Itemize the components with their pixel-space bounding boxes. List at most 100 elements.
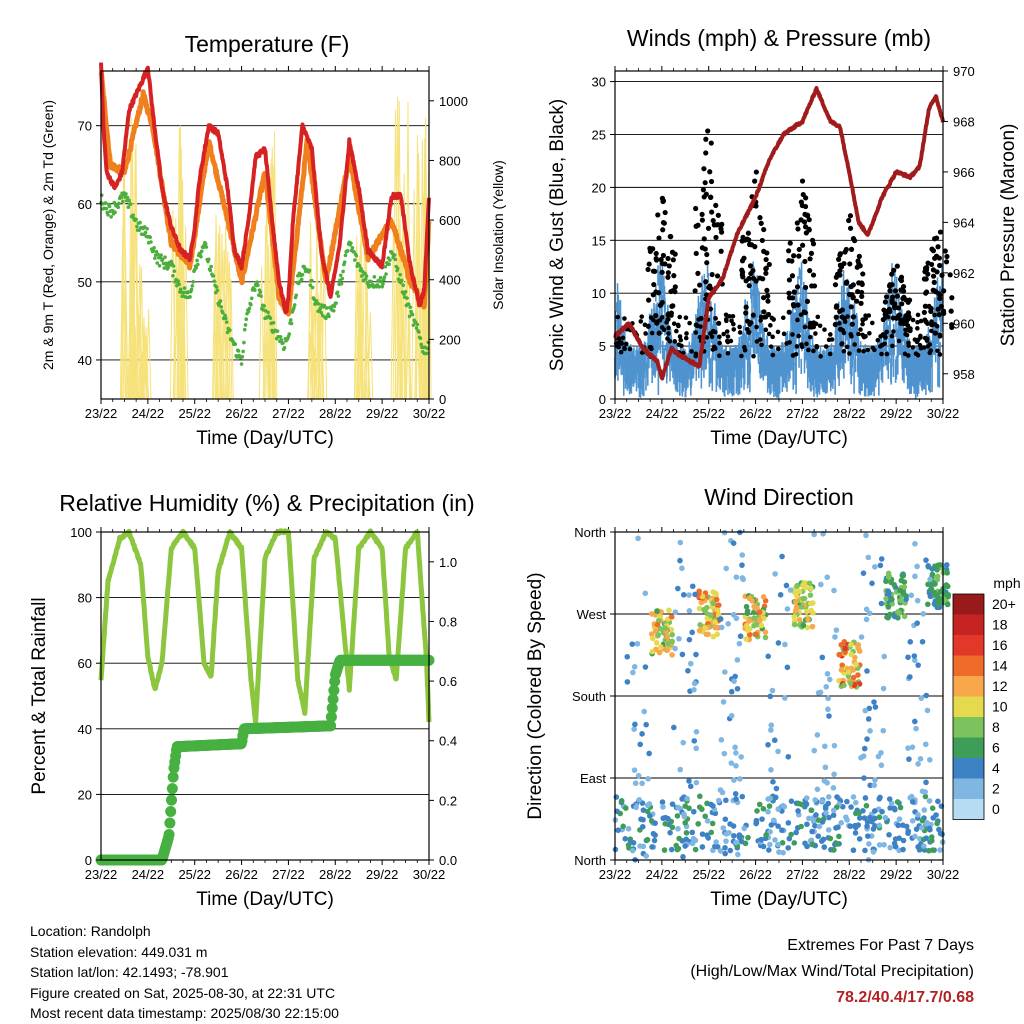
- direction-point: [855, 672, 861, 678]
- direction-point: [715, 612, 722, 618]
- direction-point: [915, 761, 921, 767]
- gust-point: [760, 276, 766, 282]
- direction-point: [772, 571, 778, 577]
- direction-point: [686, 636, 693, 643]
- gust-point: [678, 337, 684, 343]
- solar-series: [119, 96, 432, 400]
- direction-point: [669, 631, 675, 638]
- direction-point: [722, 816, 729, 823]
- td-point: [154, 249, 159, 254]
- direction-point: [772, 794, 779, 801]
- pressure-series: [613, 86, 945, 381]
- td-point: [212, 279, 217, 283]
- direction-point: [862, 847, 868, 854]
- gust-point: [903, 327, 908, 333]
- td-point: [289, 321, 294, 326]
- gust-point: [870, 320, 875, 326]
- direction-point: [758, 622, 765, 629]
- gust-point: [758, 220, 764, 226]
- direction-point: [896, 816, 903, 822]
- direction-point: [773, 785, 780, 792]
- direction-point: [775, 806, 782, 812]
- direction-point: [822, 764, 829, 771]
- gust-point: [906, 340, 911, 346]
- direction-point: [838, 820, 844, 826]
- gust-point: [766, 331, 772, 337]
- direction-point: [722, 844, 728, 851]
- station-info: Location: Randolph Station elevation: 44…: [30, 921, 339, 1024]
- td-point: [145, 226, 149, 231]
- direction-point: [863, 606, 870, 613]
- direction-point: [638, 816, 644, 822]
- td-point: [241, 349, 245, 354]
- direction-point: [767, 829, 773, 835]
- gust-point: [622, 345, 627, 351]
- direction-point: [853, 661, 859, 668]
- gust-point: [861, 334, 867, 340]
- direction-point: [713, 596, 720, 603]
- direction-point: [861, 745, 868, 752]
- td-point: [159, 253, 163, 257]
- gust-point: [802, 203, 809, 210]
- direction-point: [809, 623, 816, 630]
- gust-point: [653, 256, 659, 262]
- latlon-text: Station lat/lon: 42.1493; -78.901: [30, 964, 229, 980]
- direction-point: [738, 838, 745, 845]
- direction-point: [919, 638, 926, 645]
- td-point: [191, 280, 195, 284]
- legend-swatch: [953, 614, 984, 635]
- gust-point: [754, 324, 759, 330]
- td-point: [209, 264, 213, 269]
- direction-point: [823, 810, 829, 816]
- direction-point: [935, 798, 941, 805]
- gust-point: [847, 261, 853, 267]
- td-point: [243, 323, 248, 327]
- direction-point: [912, 573, 918, 580]
- direction-point: [809, 600, 816, 606]
- gust-point: [674, 328, 679, 334]
- direction-point: [848, 651, 855, 658]
- gust-point: [758, 314, 764, 320]
- td-point: [172, 269, 177, 273]
- gust-point: [700, 187, 706, 193]
- direction-point: [780, 849, 786, 856]
- td-point: [253, 288, 257, 292]
- gust-point: [856, 348, 862, 353]
- gust-point: [701, 236, 707, 242]
- precip-point: [163, 829, 175, 841]
- direction-point: [934, 820, 940, 827]
- gust-point: [723, 312, 729, 318]
- gust-point: [645, 266, 651, 273]
- direction-point: [647, 813, 653, 819]
- direction-point: [768, 727, 774, 733]
- td-point: [275, 329, 280, 333]
- plot-border: [100, 70, 430, 400]
- gust-point: [922, 335, 928, 341]
- direction-point: [767, 693, 774, 700]
- y2-tick-label: 0.4: [439, 734, 457, 749]
- direction-point: [943, 562, 950, 568]
- gust-point: [653, 250, 659, 257]
- direction-point: [756, 801, 763, 808]
- x-axis-label: Time (Day/UTC): [196, 889, 334, 910]
- td-point: [387, 262, 391, 267]
- direction-point: [677, 539, 684, 546]
- direction-point: [871, 782, 878, 789]
- y-axis-label: 2m & 9m T (Red, Orange) & 2m Td (Green): [40, 100, 56, 370]
- gust-point: [813, 321, 819, 327]
- gust-point: [763, 256, 769, 263]
- plot-border: [614, 531, 944, 861]
- td-point: [109, 215, 113, 219]
- x-tick-label: 29/22: [880, 867, 913, 882]
- gust-point: [659, 325, 665, 330]
- td-point: [152, 246, 156, 250]
- direction-point: [812, 823, 818, 829]
- direction-point: [652, 820, 658, 826]
- direction-point: [672, 609, 679, 615]
- td-point: [134, 217, 138, 222]
- td-point: [292, 306, 296, 310]
- direction-point: [733, 839, 739, 846]
- gust-point: [731, 321, 736, 327]
- direction-point: [929, 571, 936, 578]
- td-point: [223, 313, 227, 318]
